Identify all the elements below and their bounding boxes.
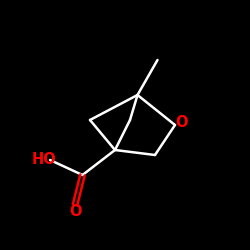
Text: O: O: [69, 204, 81, 219]
Text: HO: HO: [32, 152, 56, 168]
Text: O: O: [175, 115, 188, 130]
